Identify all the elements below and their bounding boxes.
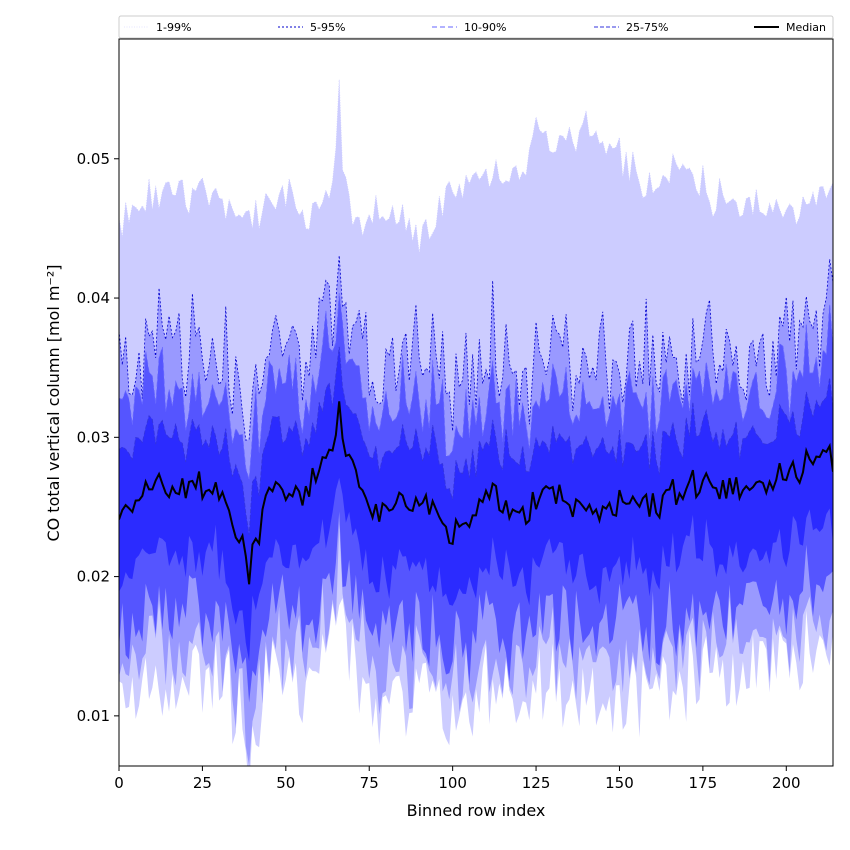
- y-axis: 0.01 0.02 0.03 0.04 0.05: [77, 150, 119, 725]
- band-upper-line-10-90%: [119, 293, 833, 480]
- median-line: [119, 401, 833, 585]
- x-tick-label-175: 175: [689, 774, 718, 792]
- x-tick-label-0: 0: [114, 774, 124, 792]
- series-lines: [119, 79, 833, 585]
- y-tick-label-0.05: 0.05: [77, 150, 110, 168]
- x-tick-label-150: 150: [605, 774, 634, 792]
- x-axis-label: Binned row index: [407, 801, 546, 820]
- legend-label-10-90%: 10-90%: [464, 21, 506, 34]
- x-tick-label-25: 25: [193, 774, 212, 792]
- legend-label-1-99%: 1-99%: [156, 21, 191, 34]
- y-tick-label-0.02: 0.02: [77, 568, 110, 586]
- y-tick-label-0.04: 0.04: [77, 289, 110, 307]
- y-tick-label-0.01: 0.01: [77, 707, 110, 725]
- legend-label-25-75%: 25-75%: [626, 21, 668, 34]
- band-upper-line-5-95%: [119, 255, 833, 441]
- x-tick-label-200: 200: [772, 774, 801, 792]
- x-tick-label-100: 100: [438, 774, 467, 792]
- plot-frame: [118, 38, 834, 767]
- x-tick-label-50: 50: [276, 774, 295, 792]
- x-axis: 0 25 50 75 100 125 150 175 200: [114, 766, 801, 792]
- band-area-25-75%: [119, 346, 833, 662]
- legend: 1-99% 5-95% 10-90% 25-75% Median: [118, 15, 834, 39]
- x-tick-label-125: 125: [522, 774, 551, 792]
- band-upper-line-1-99%: [119, 79, 833, 254]
- band-areas: [119, 79, 833, 766]
- y-tick-label-0.03: 0.03: [77, 428, 110, 446]
- legend-box: [118, 15, 834, 39]
- band-upper-line-25-75%: [119, 346, 833, 535]
- x-tick-label-75: 75: [360, 774, 379, 792]
- y-axis-label: CO total vertical column [mol m⁻²]: [44, 264, 63, 541]
- legend-label-5-95%: 5-95%: [310, 21, 345, 34]
- legend-label-Median: Median: [786, 21, 826, 34]
